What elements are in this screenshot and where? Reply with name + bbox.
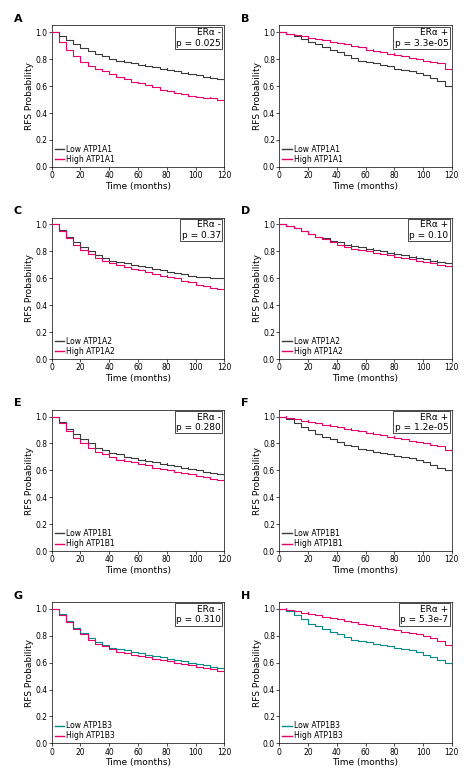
Y-axis label: RFS Probability: RFS Probability: [25, 447, 34, 515]
Y-axis label: RFS Probability: RFS Probability: [25, 254, 34, 322]
Text: F: F: [241, 399, 249, 408]
Y-axis label: RFS Probability: RFS Probability: [253, 254, 262, 322]
Text: A: A: [14, 14, 22, 24]
Text: D: D: [241, 206, 251, 217]
Y-axis label: RFS Probability: RFS Probability: [253, 639, 262, 707]
Y-axis label: RFS Probability: RFS Probability: [253, 447, 262, 515]
Legend: Low ATP1A2, High ATP1A2: Low ATP1A2, High ATP1A2: [282, 336, 343, 357]
Text: E: E: [14, 399, 21, 408]
X-axis label: Time (months): Time (months): [333, 566, 399, 575]
X-axis label: Time (months): Time (months): [333, 374, 399, 382]
Legend: Low ATP1A1, High ATP1A1: Low ATP1A1, High ATP1A1: [282, 144, 343, 165]
Text: ERα +
p = 0.10: ERα + p = 0.10: [409, 221, 448, 240]
Text: C: C: [14, 206, 22, 217]
Legend: Low ATP1A2, High ATP1A2: Low ATP1A2, High ATP1A2: [54, 336, 116, 357]
Text: B: B: [241, 14, 250, 24]
Legend: Low ATP1B3, High ATP1B3: Low ATP1B3, High ATP1B3: [54, 720, 116, 741]
Text: ERα -
p = 0.025: ERα - p = 0.025: [176, 28, 221, 48]
Y-axis label: RFS Probability: RFS Probability: [253, 63, 262, 131]
Legend: Low ATP1B1, High ATP1B1: Low ATP1B1, High ATP1B1: [54, 529, 116, 549]
X-axis label: Time (months): Time (months): [105, 181, 171, 191]
Legend: Low ATP1B3, High ATP1B3: Low ATP1B3, High ATP1B3: [282, 720, 343, 741]
Y-axis label: RFS Probability: RFS Probability: [25, 63, 34, 131]
Text: ERα -
p = 0.310: ERα - p = 0.310: [176, 604, 221, 624]
X-axis label: Time (months): Time (months): [105, 566, 171, 575]
Text: H: H: [241, 590, 251, 601]
Text: ERα -
p = 0.37: ERα - p = 0.37: [182, 221, 221, 240]
X-axis label: Time (months): Time (months): [333, 758, 399, 767]
Text: ERα +
p = 3.3e-05: ERα + p = 3.3e-05: [395, 28, 448, 48]
Legend: Low ATP1B1, High ATP1B1: Low ATP1B1, High ATP1B1: [282, 529, 343, 549]
X-axis label: Time (months): Time (months): [333, 181, 399, 191]
Legend: Low ATP1A1, High ATP1A1: Low ATP1A1, High ATP1A1: [54, 144, 116, 165]
Text: G: G: [14, 590, 23, 601]
Text: ERα -
p = 0.280: ERα - p = 0.280: [176, 413, 221, 432]
X-axis label: Time (months): Time (months): [105, 758, 171, 767]
Text: ERα +
p = 1.2e-05: ERα + p = 1.2e-05: [395, 413, 448, 432]
Text: ERα +
p = 5.3e-7: ERα + p = 5.3e-7: [401, 604, 448, 624]
Y-axis label: RFS Probability: RFS Probability: [25, 639, 34, 707]
X-axis label: Time (months): Time (months): [105, 374, 171, 382]
